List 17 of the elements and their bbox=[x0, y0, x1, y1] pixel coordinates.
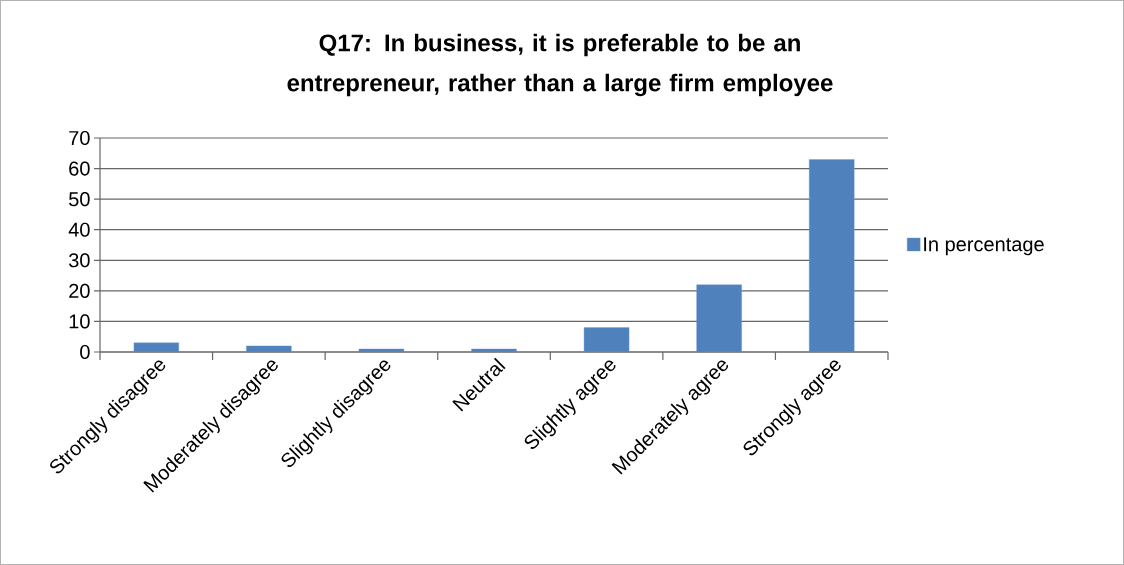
bar bbox=[133, 342, 179, 352]
bar bbox=[583, 327, 630, 352]
y-tick-label: 50 bbox=[69, 192, 90, 207]
y-tick-label: 70 bbox=[69, 130, 90, 146]
y-tick-label: 40 bbox=[68, 222, 90, 237]
bar bbox=[246, 345, 292, 352]
legend-label: In percentage bbox=[924, 237, 1044, 256]
y-tick-label: 60 bbox=[69, 161, 90, 176]
bar bbox=[471, 348, 517, 352]
y-tick-label: 10 bbox=[69, 314, 90, 329]
y-tick-label: 30 bbox=[68, 253, 90, 268]
bar bbox=[696, 284, 742, 352]
y-tick-label: 0 bbox=[80, 344, 90, 360]
bar bbox=[809, 159, 855, 352]
bar bbox=[358, 348, 405, 352]
y-tick-label: 20 bbox=[69, 283, 90, 298]
chart-title: Q17: In business, it is preferable to be an entrepreneur, rather than a large firm employee bbox=[287, 33, 833, 97]
